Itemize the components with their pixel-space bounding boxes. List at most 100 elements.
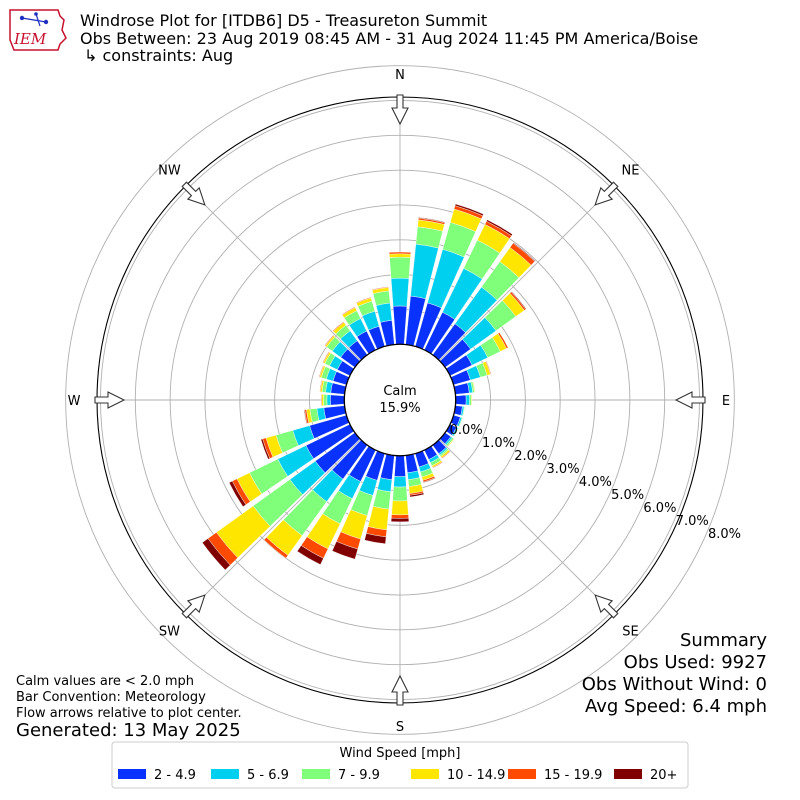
wind-bar-segment <box>367 506 390 531</box>
summary-obs-without-wind: Obs Without Wind: 0 <box>582 674 767 695</box>
wind-bar-segment <box>486 219 513 237</box>
wind-bar-segment <box>394 455 406 477</box>
wind-bar-segment <box>391 500 409 516</box>
wind-bar-segment <box>377 477 393 493</box>
note-flow-arrows: Flow arrows relative to plot center. <box>16 706 242 721</box>
polar-overlay: 0.0%1.0%2.0%3.0%4.0%5.0%6.0%7.0%8.0% N NE E… <box>68 68 741 735</box>
flow-arrow-icon <box>594 594 619 619</box>
summary-obs-used: Obs Used: 9927 <box>624 652 767 673</box>
wind-bar-segment <box>441 450 451 459</box>
flow-arrow-icon <box>391 94 409 126</box>
iowa-outline <box>9 9 67 51</box>
wind-bar-segment <box>323 394 328 406</box>
wind-bar-segment <box>422 477 436 484</box>
wind-bar-segment <box>201 538 231 571</box>
flow-arrow-icon <box>181 594 206 619</box>
wind-bar-segment <box>458 417 463 427</box>
obs-between: Obs Between: 23 Aug 2019 08:45 AM - 31 A… <box>80 29 698 48</box>
wind-bar-segment <box>454 203 484 217</box>
legend-swatch <box>411 769 439 779</box>
wind-bar-segment <box>470 394 473 406</box>
legend-label: 10 - 14.9 <box>447 768 505 783</box>
legend-label: 2 - 4.9 <box>154 768 196 783</box>
wind-bar-segment <box>389 253 411 258</box>
grid-spoke <box>185 439 361 615</box>
flow-arrow-icon <box>674 391 706 409</box>
direction-label: W <box>68 394 81 409</box>
wind-bar-segment <box>330 394 345 406</box>
wind-bar-segment <box>388 251 412 255</box>
legend-label: 7 - 9.9 <box>338 768 380 783</box>
wind-bar-segment <box>432 461 443 469</box>
ring-tick-label: 6.0% <box>643 501 676 516</box>
wind-bar-segment <box>390 277 410 307</box>
wind-bar-segment <box>465 394 470 406</box>
legend-title: Wind Speed [mph] <box>340 746 461 761</box>
wind-bar-segment <box>341 306 356 316</box>
flow-arrow-icon <box>94 391 126 409</box>
ring-tick-label: 7.0% <box>676 514 709 529</box>
ring-tick-label: 8.0% <box>708 527 741 542</box>
calm-label: Calm <box>383 384 416 399</box>
wind-bar-segment <box>319 379 323 393</box>
wind-bar-segment <box>512 242 536 262</box>
direction-label: S <box>396 720 404 735</box>
logo-link <box>35 13 41 27</box>
summary-title: Summary <box>680 630 767 651</box>
generated-date: Generated: 13 May 2025 <box>16 720 241 741</box>
wind-bar-segment <box>497 332 509 349</box>
direction-label: SW <box>159 625 180 640</box>
ring-tick-label: 0.0% <box>450 423 483 438</box>
wind-bar-segment <box>260 438 271 460</box>
logo-link <box>21 17 47 23</box>
flow-arrow-icon <box>594 181 619 206</box>
wind-bar-segment <box>453 427 459 437</box>
wind-bar-segment <box>375 302 393 323</box>
grid-spoke <box>185 185 361 361</box>
legend-label: 5 - 6.9 <box>247 768 289 783</box>
wind-bar-segment <box>390 517 410 523</box>
ring-tick-label: 2.0% <box>514 449 547 464</box>
wind-bar-segment <box>453 382 470 395</box>
wind-bar-segment <box>331 541 359 560</box>
wind-bar-segment <box>371 286 389 291</box>
chart-title: Windrose Plot for [ITDB6] D5 - Treasuret… <box>80 11 487 30</box>
legend-swatch <box>211 769 239 779</box>
wind-bar-segment <box>303 409 308 424</box>
legend-items: 2 - 4.9 5 - 6.9 7 - 9.9 10 - 14.9 15 - 19.9 2… <box>118 768 677 783</box>
direction-label: NW <box>158 163 181 178</box>
direction-label: SE <box>622 625 638 640</box>
legend-swatch <box>508 769 536 779</box>
iem-logo: IEM <box>9 9 67 51</box>
ring-tick-label: 4.0% <box>579 475 612 490</box>
logo-text: IEM <box>13 30 47 48</box>
wind-bar-segment <box>332 321 345 332</box>
wind-bar-segment <box>392 486 408 502</box>
constraints-line: ↳ constraints: Aug <box>84 46 233 65</box>
wind-bar-segment <box>228 480 247 507</box>
wind-bar-segment <box>409 492 425 498</box>
grid-ring <box>65 65 735 735</box>
direction-label: NE <box>622 163 640 178</box>
wind-bar-segment <box>472 381 476 393</box>
direction-label: E <box>722 394 730 409</box>
wind-bar-segment <box>462 406 466 417</box>
legend: Wind Speed [mph] 2 - 4.9 5 - 6.9 7 - 9.9 10… <box>111 741 689 789</box>
wind-bar-segment <box>392 305 408 345</box>
ring-tick-label: 5.0% <box>611 488 644 503</box>
wind-bar-segment <box>393 476 407 488</box>
wind-bar-segment <box>418 217 446 223</box>
wind-bar-segment <box>485 360 492 375</box>
wind-bar-segment <box>510 291 527 310</box>
wind-bar-segment <box>364 533 387 545</box>
direction-label: N <box>395 68 405 83</box>
wind-bar-segment <box>330 382 347 395</box>
wind-bar-segment <box>389 257 411 279</box>
wind-bar-segment <box>320 393 323 407</box>
legend-label: 20+ <box>650 768 677 783</box>
legend-swatch <box>614 769 642 779</box>
wind-bar-segment <box>391 514 409 519</box>
grid-spoke <box>439 185 615 361</box>
legend-box <box>111 741 689 789</box>
